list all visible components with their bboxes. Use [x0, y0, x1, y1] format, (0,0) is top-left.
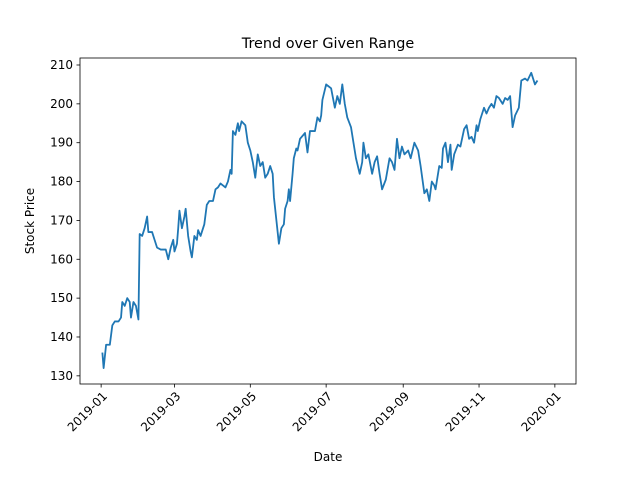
- data-line: [101, 71, 539, 369]
- y-tick-label: 160: [50, 252, 73, 266]
- y-tick-label: 190: [50, 136, 73, 150]
- y-tick-label: 210: [50, 58, 73, 72]
- y-tick-label: 180: [50, 175, 73, 189]
- y-tick-label: 150: [50, 291, 73, 305]
- y-tick-label: 170: [50, 213, 73, 227]
- axes-frame: [79, 57, 577, 385]
- x-axis-label: Date: [314, 450, 343, 464]
- y-axis-label: Stock Price: [23, 188, 37, 254]
- y-tick-label: 140: [50, 330, 73, 344]
- y-tick-label: 200: [50, 97, 73, 111]
- y-tick-label: 130: [50, 369, 73, 383]
- chart-title: Trend over Given Range: [241, 36, 415, 52]
